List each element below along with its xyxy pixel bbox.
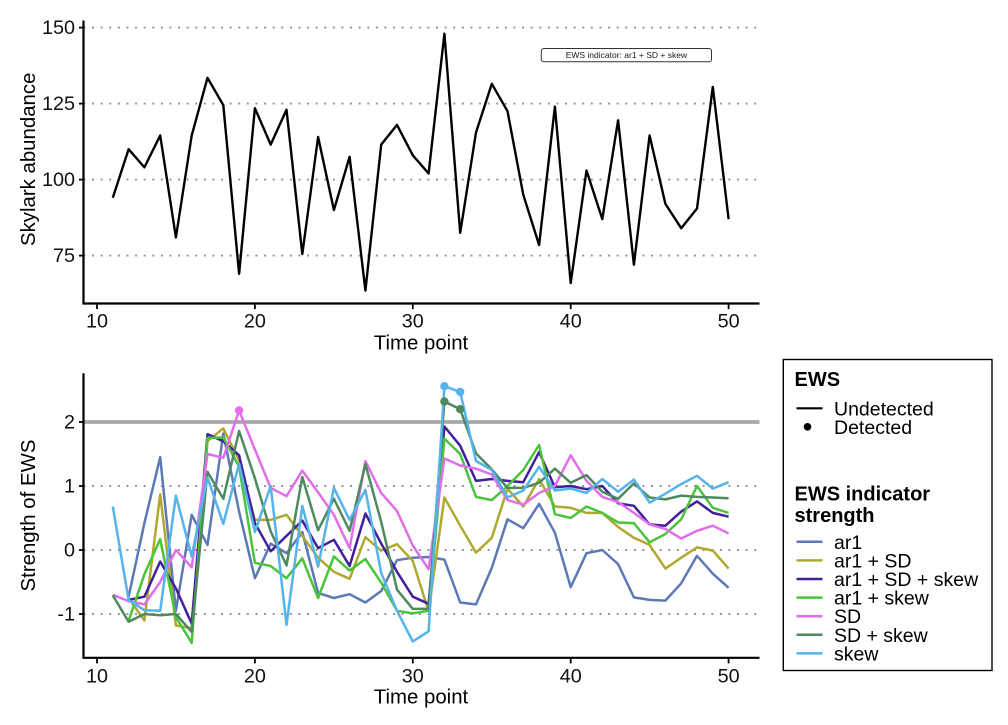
svg-text:30: 30 — [402, 310, 424, 332]
svg-text:EWS indicator: EWS indicator — [795, 483, 931, 505]
svg-text:100: 100 — [42, 169, 75, 191]
svg-text:Detected: Detected — [834, 417, 912, 439]
svg-text:10: 10 — [86, 310, 108, 332]
svg-text:EWS: EWS — [795, 369, 841, 391]
svg-text:20: 20 — [244, 310, 266, 332]
svg-text:0: 0 — [64, 540, 75, 562]
svg-text:125: 125 — [42, 93, 75, 115]
svg-text:-1: -1 — [57, 604, 75, 626]
svg-text:ar1 + SD + skew: ar1 + SD + skew — [834, 569, 979, 591]
svg-text:30: 30 — [402, 666, 424, 688]
svg-text:Skylark abundance: Skylark abundance — [18, 73, 40, 246]
svg-text:ar1 + SD: ar1 + SD — [834, 550, 912, 572]
svg-text:ar1: ar1 — [834, 532, 862, 554]
svg-text:2: 2 — [64, 412, 75, 434]
svg-text:75: 75 — [53, 245, 75, 267]
svg-text:strength: strength — [795, 505, 875, 527]
svg-text:SD + skew: SD + skew — [834, 625, 929, 647]
svg-text:10: 10 — [86, 666, 108, 688]
svg-text:Undetected: Undetected — [834, 398, 934, 420]
svg-text:40: 40 — [560, 666, 582, 688]
svg-text:EWS indicator: ar1 + SD + skew: EWS indicator: ar1 + SD + skew — [566, 50, 688, 60]
svg-text:Time point: Time point — [374, 687, 469, 709]
svg-text:skew: skew — [834, 643, 879, 665]
svg-text:SD: SD — [834, 606, 861, 628]
svg-text:50: 50 — [718, 666, 740, 688]
svg-text:1: 1 — [64, 476, 75, 498]
svg-text:150: 150 — [42, 17, 75, 39]
svg-text:Strength of EWS: Strength of EWS — [18, 440, 40, 592]
svg-text:20: 20 — [244, 666, 266, 688]
svg-text:40: 40 — [560, 310, 582, 332]
svg-text:ar1 + skew: ar1 + skew — [834, 588, 930, 610]
svg-text:50: 50 — [718, 310, 740, 332]
svg-text:Time point: Time point — [374, 333, 469, 355]
